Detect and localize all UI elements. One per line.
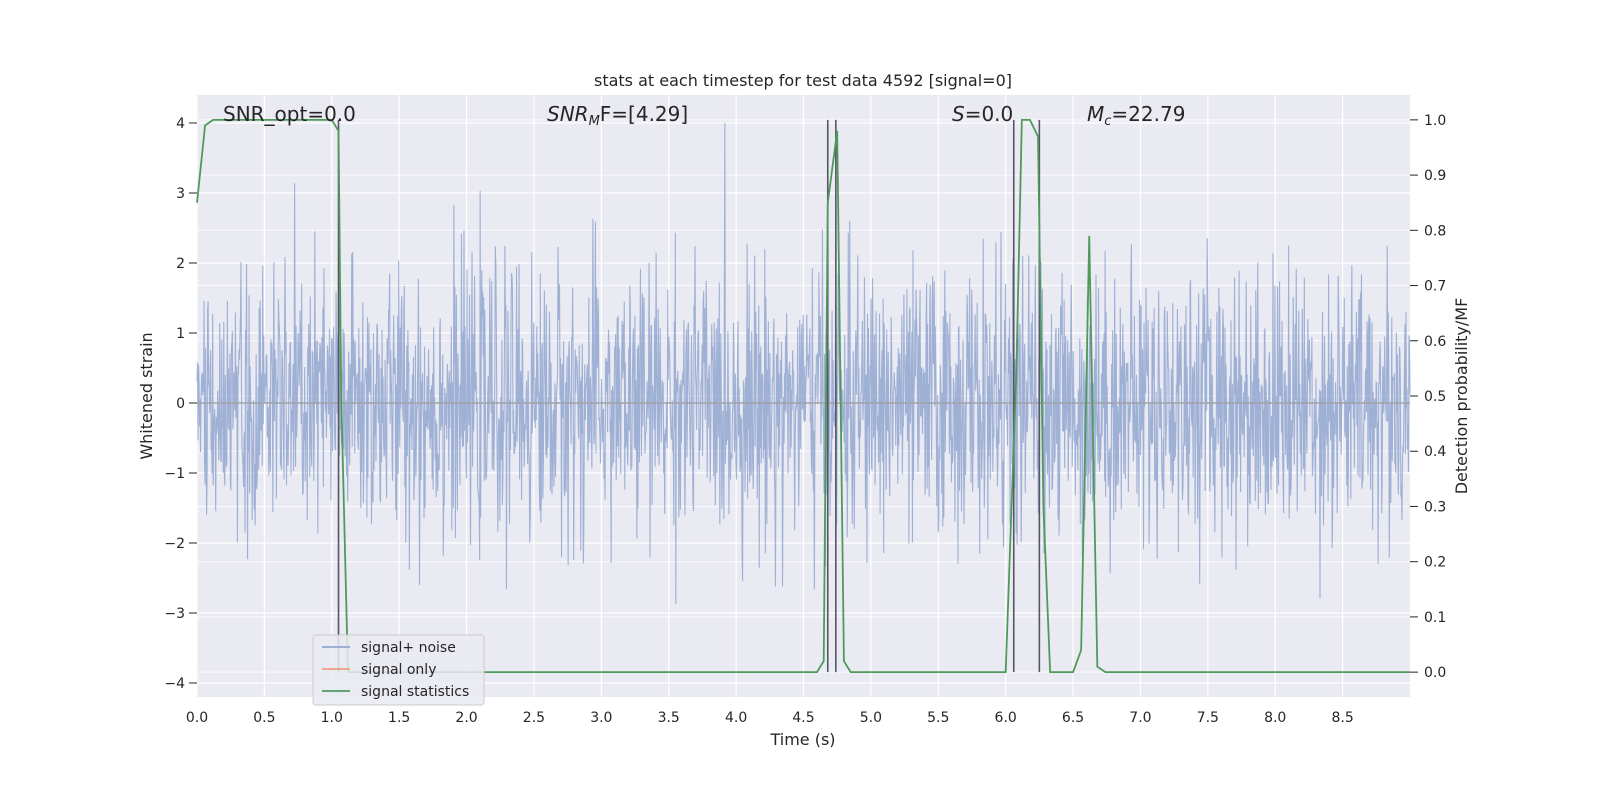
x-tick-label-12: 6.0	[995, 710, 1017, 726]
annotation-s: S=0.0	[952, 102, 1013, 126]
x-tick-label-8: 4.0	[725, 710, 747, 726]
y2-tick-label-4: 0.6	[1424, 334, 1446, 350]
signal-plus-noise-series	[196, 122, 1411, 605]
x-tick-label-17: 8.5	[1331, 710, 1353, 726]
mc-value: =22.79	[1111, 102, 1185, 126]
x-tick-label-14: 7.0	[1129, 710, 1151, 726]
y2-tick-label-3: 0.7	[1424, 279, 1446, 295]
legend-label-signal-only: signal only	[361, 662, 436, 678]
y2-tick-label-6: 0.4	[1424, 444, 1446, 460]
s-value: =0.0	[965, 102, 1014, 126]
legend: signal+ noise signal only signal statist…	[312, 634, 485, 706]
y-tick-label-0: 4	[176, 116, 185, 132]
x-tick-label-6: 3.0	[590, 710, 612, 726]
x-tick-label-7: 3.5	[658, 710, 680, 726]
signal-statistics-series	[196, 118, 1410, 674]
y2-tick-label-5: 0.5	[1424, 389, 1446, 405]
x-tick-labels: 0.0 0.5 1.0 1.5 2.0 2.5 3.0 3.5 4.0 4.5 5.0 5.5 6.0 6…	[186, 710, 1354, 726]
legend-label-noise: signal+ noise	[361, 640, 456, 656]
y-axis-label: Whitened strain	[137, 332, 156, 459]
annotation-snr-mf: SNRMF=[4.29]	[547, 102, 688, 129]
snr-mf-value: F=[4.29]	[600, 102, 688, 126]
series-line-signal-plus-noise	[196, 122, 1411, 605]
snr-mf-subscript: M	[589, 114, 600, 129]
y2-axis-label: Detection probability/MF	[1452, 298, 1471, 495]
y2-tick-label-10: 0.0	[1424, 665, 1446, 681]
x-tick-label-4: 2.0	[455, 710, 477, 726]
x-tick-label-16: 8.0	[1264, 710, 1286, 726]
legend-label-stats: signal statistics	[361, 684, 469, 700]
x-tick-label-2: 1.0	[321, 710, 343, 726]
y2-tick-label-1: 0.9	[1424, 168, 1446, 184]
y2-tick-label-7: 0.3	[1424, 499, 1446, 515]
y-tick-label-8: −4	[164, 676, 185, 692]
x-tick-label-10: 5.0	[860, 710, 882, 726]
x-tick-label-11: 5.5	[927, 710, 949, 726]
x-tick-label-15: 7.5	[1197, 710, 1219, 726]
x-tick-label-13: 6.5	[1062, 710, 1084, 726]
x-tick-label-9: 4.5	[792, 710, 814, 726]
chart-title: stats at each timestep for test data 459…	[594, 71, 1012, 90]
annotation-mc: Mc=22.79	[1087, 102, 1185, 129]
y-tick-label-4: 0	[176, 396, 185, 412]
y-tick-labels: 4 3 2 1 0 −1 −2 −3 −4	[164, 116, 197, 692]
y-tick-label-5: −1	[164, 466, 185, 482]
x-tick-label-1: 0.5	[253, 710, 275, 726]
y2-tick-label-2: 0.8	[1424, 223, 1446, 239]
legend-box	[312, 634, 485, 706]
annotation-snr-opt: SNR_opt=0.0	[223, 102, 356, 126]
x-tick-label-0: 0.0	[186, 710, 208, 726]
y2-tick-label-9: 0.1	[1424, 610, 1446, 626]
y2-tick-label-8: 0.2	[1424, 555, 1446, 571]
y-tick-label-2: 2	[176, 256, 185, 272]
s-symbol: S	[952, 102, 965, 126]
mc-subscript: c	[1104, 114, 1111, 129]
y-tick-label-3: 1	[176, 326, 185, 342]
y-tick-label-6: −2	[164, 536, 185, 552]
x-tick-label-5: 2.5	[523, 710, 545, 726]
series-line-signal-statistics	[196, 118, 1410, 674]
x-axis-label: Time (s)	[769, 730, 835, 749]
y2-tick-labels: 1.0 0.9 0.8 0.7 0.6 0.5 0.4 0.3 0.2 0.1 0.0	[1410, 113, 1446, 681]
snr-mf-symbol: SNR	[547, 102, 589, 126]
y2-tick-label-0: 1.0	[1424, 113, 1446, 129]
x-tick-label-3: 1.5	[388, 710, 410, 726]
y-tick-label-7: −3	[164, 606, 185, 622]
mc-symbol: M	[1087, 102, 1104, 126]
y-tick-label-1: 3	[176, 186, 185, 202]
